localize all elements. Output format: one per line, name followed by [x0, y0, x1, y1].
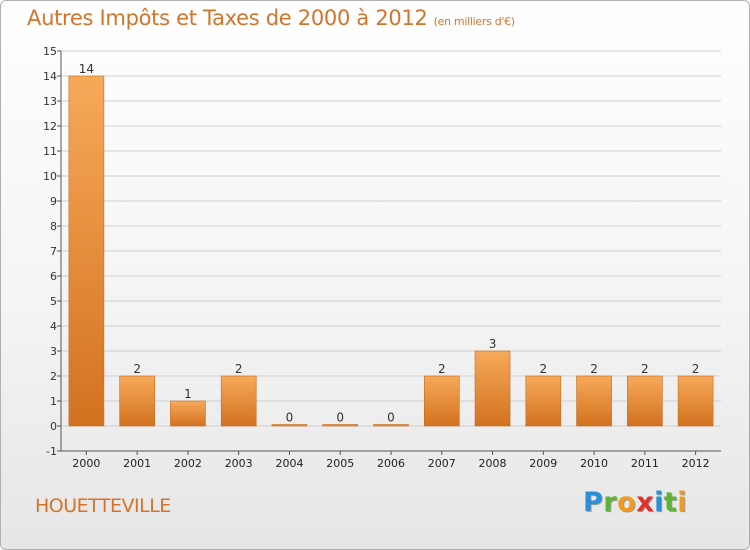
bar-2009: [525, 375, 562, 427]
title-text: Autres Impôts et Taxes de 2000 à 2012: [27, 6, 428, 30]
x-tick-label-2008: 2008: [479, 457, 507, 470]
data-label-2008: 3: [489, 337, 497, 351]
bar-2004: [271, 424, 308, 427]
y-tick-label: 2: [50, 370, 57, 383]
logo-letter: P: [583, 487, 604, 518]
y-tick-label: 10: [43, 170, 57, 183]
data-label-2007: 2: [438, 362, 446, 376]
y-tick-label: 6: [50, 270, 57, 283]
x-tick-label-2000: 2000: [72, 457, 100, 470]
y-tick-label: 9: [50, 195, 57, 208]
chart-title: Autres Impôts et Taxes de 2000 à 2012 (en…: [27, 6, 515, 30]
x-tick-label-2002: 2002: [174, 457, 202, 470]
data-label-2001: 2: [133, 362, 141, 376]
x-tick-label-2004: 2004: [275, 457, 303, 470]
x-tick-label-2010: 2010: [580, 457, 608, 470]
y-tick-label: 12: [43, 120, 57, 133]
logo-letter: t: [663, 487, 678, 518]
data-label-2009: 2: [539, 362, 547, 376]
y-tick-label: 8: [50, 220, 57, 233]
data-label-2000: 14: [79, 62, 94, 76]
data-label-2010: 2: [590, 362, 598, 376]
x-tick-label-2001: 2001: [123, 457, 151, 470]
logo-letter: r: [603, 487, 618, 518]
bar-2002: [170, 400, 206, 427]
logo-letter: i: [677, 487, 688, 518]
data-label-2011: 2: [641, 362, 649, 376]
bar-2008: [474, 350, 511, 427]
y-tick-label: 1: [50, 395, 57, 408]
bar-2003: [220, 375, 257, 427]
y-tick-label: 4: [50, 320, 57, 333]
data-label-2006: 0: [387, 411, 395, 425]
y-tick-label: 11: [43, 145, 57, 158]
data-label-2003: 2: [235, 362, 243, 376]
bar-2001: [119, 375, 155, 427]
y-tick-label: 3: [50, 345, 57, 358]
proxiti-logo[interactable]: Proxiti: [583, 487, 687, 518]
data-label-2004: 0: [286, 411, 294, 425]
x-tick-label-2003: 2003: [225, 457, 253, 470]
data-label-2005: 0: [336, 411, 344, 425]
commune-name: HOUETTEVILLE: [35, 495, 171, 517]
y-tick-label: 15: [43, 45, 57, 58]
x-tick-label-2011: 2011: [631, 457, 659, 470]
y-tick-label: 14: [43, 70, 57, 83]
y-tick-label: 0: [50, 420, 57, 433]
logo-letter: i: [654, 487, 664, 518]
x-tick-label-2009: 2009: [529, 457, 557, 470]
bar-2012: [677, 375, 714, 427]
data-label-2002: 1: [184, 387, 192, 401]
y-tick-label: 7: [50, 245, 57, 258]
bars-layer: 14 2 1 2 0 0 0 2 3 2 2 2 2: [68, 62, 714, 427]
bar-2005: [322, 424, 359, 427]
data-label-2012: 2: [692, 362, 700, 376]
bar-2000: [68, 75, 105, 427]
x-tick-label-2005: 2005: [326, 457, 354, 470]
logo-letter: x: [636, 487, 655, 518]
bar-2011: [627, 375, 663, 427]
x-tick-label-2006: 2006: [377, 457, 405, 470]
logo-letter: o: [617, 487, 637, 518]
y-tick-label: 13: [43, 95, 57, 108]
bar-2006: [373, 424, 409, 427]
bar-2010: [576, 375, 612, 427]
x-tick-label-2012: 2012: [682, 457, 710, 470]
y-tick-label: -1: [46, 445, 57, 458]
y-tick-label: 5: [50, 295, 57, 308]
bar-2007: [423, 375, 460, 427]
chart-subtitle: (en milliers d'€): [433, 15, 515, 28]
grid-layer: [61, 50, 721, 452]
x-tick-label-2007: 2007: [428, 457, 456, 470]
